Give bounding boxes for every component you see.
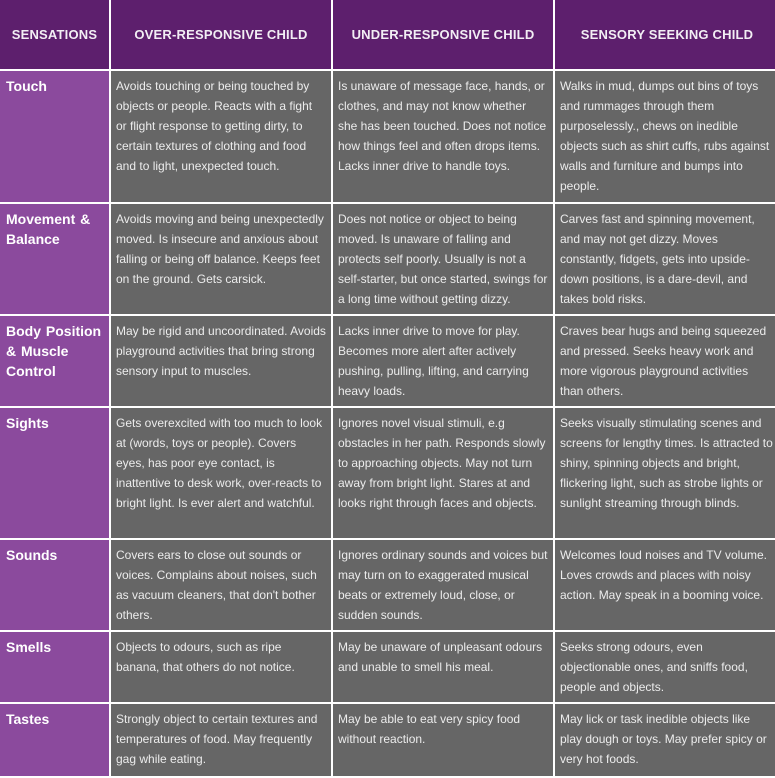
sensory-seeking-cell: Seeks visually stimulating scenes and sc…	[555, 408, 775, 538]
over-responsive-cell: Objects to odours, such as ripe banana, …	[111, 632, 331, 702]
header-over-responsive: OVER-RESPONSIVE CHILD	[111, 0, 331, 69]
sensory-seeking-cell: Seeks strong odours, even objectionable …	[555, 632, 775, 702]
sensation-label: Smells	[0, 632, 109, 702]
header-sensations: SENSATIONS	[0, 0, 109, 69]
under-responsive-cell: May be able to eat very spicy food witho…	[333, 704, 553, 776]
over-responsive-cell: Avoids touching or being touched by obje…	[111, 71, 331, 202]
over-responsive-cell: May be rigid and uncoordinated. Avoids p…	[111, 316, 331, 406]
under-responsive-cell: Ignores novel visual stimuli, e.g obstac…	[333, 408, 553, 538]
table-row-smells: Smells Objects to odours, such as ripe b…	[0, 632, 775, 702]
over-responsive-cell: Gets overexcited with too much to look a…	[111, 408, 331, 538]
sensory-seeking-cell: Welcomes loud noises and TV volume. Love…	[555, 540, 775, 630]
over-responsive-cell: Covers ears to close out sounds or voice…	[111, 540, 331, 630]
table-row-movement-balance: Movement & Balance Avoids moving and bei…	[0, 204, 775, 314]
under-responsive-cell: May be unaware of unpleasant odours and …	[333, 632, 553, 702]
header-under-responsive: UNDER-RESPONSIVE CHILD	[333, 0, 553, 69]
under-responsive-cell: Ignores ordinary sounds and voices but m…	[333, 540, 553, 630]
table-row-body-position: Body Position & Muscle Control May be ri…	[0, 316, 775, 406]
sensation-label: Body Position & Muscle Control	[0, 316, 109, 406]
over-responsive-cell: Strongly object to certain textures and …	[111, 704, 331, 776]
sensory-seeking-cell: Carves fast and spinning movement, and m…	[555, 204, 775, 314]
table-row-sights: Sights Gets overexcited with too much to…	[0, 408, 775, 538]
sensation-label: Movement & Balance	[0, 204, 109, 314]
table-row-tastes: Tastes Strongly object to certain textur…	[0, 704, 775, 776]
sensory-seeking-cell: May lick or task inedible objects like p…	[555, 704, 775, 776]
table-row-touch: Touch Avoids touching or being touched b…	[0, 71, 775, 202]
under-responsive-cell: Is unaware of message face, hands, or cl…	[333, 71, 553, 202]
header-sensory-seeking: SENSORY SEEKING CHILD	[555, 0, 775, 69]
sensory-seeking-cell: Craves bear hugs and being squeezed and …	[555, 316, 775, 406]
table-row-sounds: Sounds Covers ears to close out sounds o…	[0, 540, 775, 630]
sensation-label: Tastes	[0, 704, 109, 776]
sensory-seeking-cell: Walks in mud, dumps out bins of toys and…	[555, 71, 775, 202]
under-responsive-cell: Does not notice or object to being moved…	[333, 204, 553, 314]
header-row: SENSATIONS OVER-RESPONSIVE CHILD UNDER-R…	[0, 0, 775, 69]
sensation-label: Touch	[0, 71, 109, 202]
over-responsive-cell: Avoids moving and being unexpectedly mov…	[111, 204, 331, 314]
under-responsive-cell: Lacks inner drive to move for play. Beco…	[333, 316, 553, 406]
sensation-label: Sights	[0, 408, 109, 538]
sensation-label: Sounds	[0, 540, 109, 630]
